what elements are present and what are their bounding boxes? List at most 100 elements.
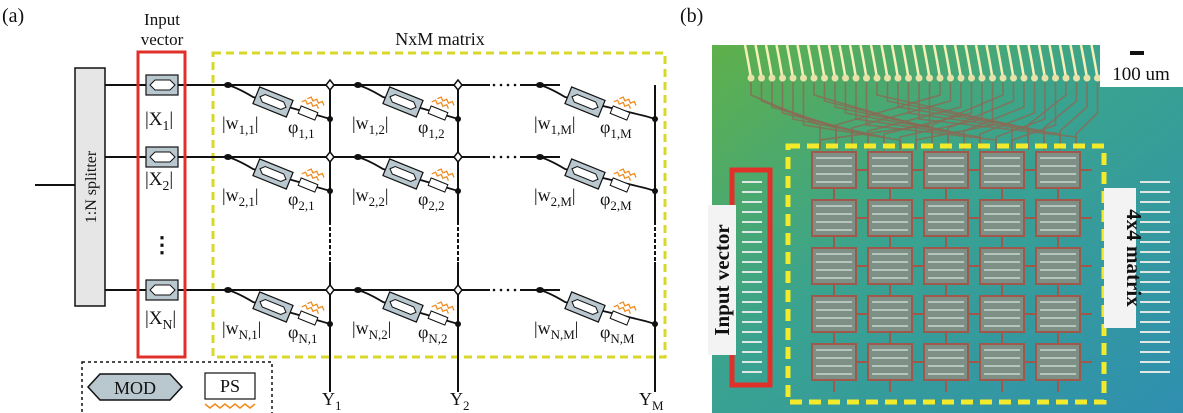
input-label-part: |X	[145, 308, 163, 329]
crossing	[454, 285, 462, 295]
phase-label: φ2,M	[600, 189, 632, 213]
modulator-core	[150, 285, 175, 295]
dot	[507, 84, 510, 87]
weight-label: |wN,M|	[534, 318, 578, 342]
weight-label-part: |w	[534, 113, 551, 133]
weight-label-part: |w	[352, 318, 369, 338]
input-title: Input	[144, 10, 180, 29]
weight-label: |w2,M|	[534, 185, 575, 209]
chip-photo: 100 um Input vector 4x4 matrix	[708, 45, 1183, 413]
phase-label-part: φ	[418, 117, 428, 137]
crossing	[326, 285, 334, 295]
input-label-part: N	[163, 317, 173, 332]
crossing	[454, 80, 462, 90]
phase-label-part: φ	[600, 189, 610, 209]
ps-heater	[437, 168, 455, 178]
output-label-part: 1	[335, 398, 341, 413]
modulator-core	[150, 80, 175, 90]
weight-label-part: N,1	[239, 327, 258, 342]
modulator-core	[150, 152, 175, 162]
bond-pad	[1000, 75, 1007, 82]
ps-body	[610, 311, 630, 325]
bond-pad	[779, 75, 786, 82]
phase-label-part: 1,M	[610, 126, 632, 141]
ps-heater	[437, 96, 455, 106]
bond-pad	[800, 75, 807, 82]
bond-pad	[1063, 75, 1070, 82]
weight-label-part: |	[572, 185, 576, 205]
phase-label-part: 2,2	[428, 198, 444, 213]
weight-label: |w1,1|	[222, 113, 258, 137]
ps-heater	[307, 96, 325, 106]
bond-pad	[1084, 75, 1091, 82]
output-label-part: M	[652, 398, 664, 413]
phase-label-part: 2,M	[610, 198, 632, 213]
weight-label-part: |w	[534, 185, 551, 205]
input-label: |X1|	[145, 109, 173, 133]
input-label-part: |	[169, 169, 173, 190]
phase-label-part: φ	[418, 189, 428, 209]
ps-body	[428, 178, 448, 192]
weight-label-part: |	[385, 185, 389, 205]
phase-label-part: N,M	[610, 331, 635, 346]
weight-label-part: 1,1	[239, 122, 255, 137]
weight-label: |w2,2|	[352, 185, 388, 209]
weight-label-part: |w	[352, 185, 369, 205]
bond-pad	[1010, 75, 1017, 82]
input-label-part: |X	[145, 109, 163, 130]
ps-body	[610, 106, 630, 120]
weight-label-part: |	[388, 318, 392, 338]
dot	[514, 84, 517, 87]
weight-label-part: |	[572, 113, 576, 133]
bond-pad	[968, 75, 975, 82]
dot	[514, 289, 517, 292]
weight-label-part: 2,M	[551, 194, 573, 209]
input-title: vector	[141, 30, 184, 49]
bond-pad	[811, 75, 818, 82]
phase-label-part: N,1	[298, 331, 317, 346]
bond-pad	[916, 75, 923, 82]
weight-label: |w1,2|	[352, 113, 388, 137]
bond-pad	[1073, 75, 1080, 82]
input-label: |X2|	[145, 169, 173, 193]
output-label-part: 2	[463, 398, 469, 413]
weight-modulator	[565, 292, 605, 322]
phase-label-part: φ	[600, 322, 610, 342]
weight-label-part: |w	[352, 113, 369, 133]
output-label-part: Y	[322, 389, 335, 409]
ps-body	[428, 106, 448, 120]
matrix-title: NxM matrix	[395, 29, 485, 49]
weight-label: |wN,2|	[352, 318, 391, 342]
phase-label-part: 1,1	[298, 126, 314, 141]
weight-label-part: |	[255, 185, 259, 205]
output-label: Y2	[450, 389, 469, 413]
ps-heater	[437, 301, 455, 311]
phase-shifter	[609, 299, 637, 326]
scale-label: 100 um	[1112, 64, 1170, 85]
bond-pad	[937, 75, 944, 82]
input-label-part: |X	[145, 169, 163, 190]
weight-modulator	[383, 87, 423, 117]
ps-heater	[619, 168, 637, 178]
bond-pad	[1031, 75, 1038, 82]
output-label-part: Y	[639, 389, 652, 409]
splitter-label: 1:N splitter	[83, 150, 100, 223]
phase-label-part: 1,2	[428, 126, 444, 141]
phase-label-part: N,2	[428, 331, 447, 346]
input-ellipsis: ⋮	[151, 232, 173, 257]
bond-pad	[905, 75, 912, 82]
weight-label-part: |w	[222, 185, 239, 205]
crossing	[454, 152, 462, 162]
phase-shifter	[609, 166, 637, 193]
bond-pad	[1042, 75, 1049, 82]
phase-label: φN,1	[288, 322, 317, 346]
bond-pad	[958, 75, 965, 82]
phase-label-part: φ	[600, 117, 610, 137]
ps-body	[298, 178, 318, 192]
dot	[514, 156, 517, 159]
junction	[327, 116, 333, 122]
matrix-label: 4x4 matrix	[1122, 209, 1146, 307]
ps-heater	[307, 168, 325, 178]
weight-label-part: 1,2	[369, 122, 385, 137]
crossing	[326, 152, 334, 162]
